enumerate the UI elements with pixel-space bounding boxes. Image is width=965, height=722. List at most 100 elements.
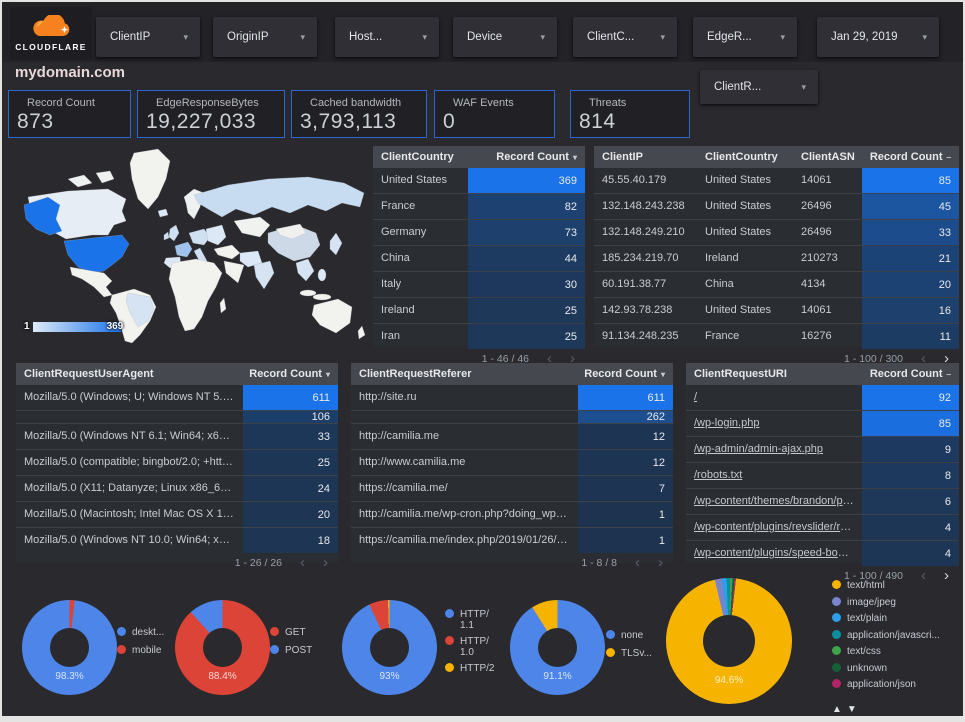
table-row: Mozilla/5.0 (Macintosh; Intel Mac OS X 1… — [16, 501, 338, 527]
column-header-dimension[interactable]: ClientIP — [594, 151, 697, 163]
filter-host[interactable]: Host... ▾ — [335, 17, 439, 57]
pagination-label: 1 - 46 / 46 — [481, 353, 529, 365]
uri-link[interactable]: /wp-content/plugins/revslider/rs-p... — [694, 521, 862, 533]
legend-label: HTTP/2 — [460, 663, 495, 674]
dimension-cell — [351, 411, 578, 423]
next-page-button[interactable]: › — [570, 350, 575, 367]
dimension-cell: 16276 — [801, 330, 832, 342]
record-count-value: 16 — [938, 304, 951, 317]
column-header-record-count[interactable]: Record Count ‒ — [862, 368, 959, 380]
legend-label: deskt... — [132, 627, 165, 638]
table-row: 45.55.40.179 United States 14061 85 — [594, 168, 959, 193]
table-row: /wp-content/plugins/revslider/rs-p... 4 — [686, 514, 959, 540]
chart-legend: none TLSv... — [606, 630, 652, 659]
dimension-cell: United States — [705, 174, 772, 186]
legend-label: application/javascri... — [847, 629, 940, 641]
record-count-cell: 25 — [243, 450, 338, 475]
filter-clientip[interactable]: ClientIP ▾ — [96, 17, 200, 57]
column-header-dimension[interactable]: ClientRequestURI — [686, 368, 862, 380]
donut-percentage-label: 91.1% — [543, 671, 572, 682]
dimension-cell: 132.148.243.238 — [602, 200, 685, 212]
filter-clientcountry[interactable]: ClientC... ▾ — [573, 17, 677, 57]
legend-color-dot — [270, 645, 279, 654]
heatmap-bar — [468, 298, 585, 323]
legend-color-dot — [832, 613, 841, 622]
table-row: https://camilia.me/index.php/2019/01/26/… — [351, 527, 673, 553]
column-header-record-count[interactable]: Record Count ▾ — [468, 151, 585, 163]
table-row: /wp-content/plugins/speed-booste... 4 — [686, 540, 959, 566]
filter-device[interactable]: Device ▾ — [453, 17, 557, 57]
column-header-label: ClientRequestReferer — [359, 368, 472, 380]
uri-link[interactable]: / — [694, 391, 698, 403]
scorecard-record-count: Record Count 873 — [8, 90, 131, 138]
record-count-value: 1 — [658, 534, 665, 547]
chart-legend: GET POST — [270, 627, 312, 656]
donut-percentage-label: 98.3% — [55, 671, 84, 682]
scorecard-waf-events: WAF Events 0 — [434, 90, 555, 138]
previous-page-button[interactable]: ‹ — [547, 350, 552, 367]
column-header-dimension[interactable]: ClientASN — [793, 151, 862, 163]
previous-page-button[interactable]: ‹ — [300, 554, 305, 571]
filter-originip[interactable]: OriginIP ▾ — [213, 17, 317, 57]
filter-edgeresponse[interactable]: EdgeR... ▾ — [693, 17, 797, 57]
heatmap-bar — [862, 437, 959, 462]
legend-scroll-down-button[interactable]: ▼ — [846, 703, 857, 715]
heatmap-bar — [862, 489, 959, 514]
table-row: Iran 25 — [373, 323, 585, 349]
uri-link[interactable]: /wp-login.php — [694, 417, 760, 429]
date-range-filter[interactable]: Jan 29, 2019 ▾ — [817, 17, 939, 57]
column-header-dimension[interactable]: ClientRequestUserAgent — [16, 368, 243, 380]
legend-color-dot — [832, 662, 841, 672]
geo-map-chart: 1 369 — [8, 145, 372, 347]
previous-page-button[interactable]: ‹ — [921, 567, 926, 584]
next-page-button[interactable]: › — [944, 350, 949, 367]
uri-link[interactable]: /wp-admin/admin-ajax.php — [694, 443, 824, 455]
record-count-value: 11 — [939, 330, 951, 343]
uri-link[interactable]: /robots.txt — [694, 469, 743, 481]
column-header-dimension[interactable]: ClientRequestReferer — [351, 368, 578, 380]
previous-page-button[interactable]: ‹ — [635, 554, 640, 571]
record-count-value: 24 — [317, 482, 330, 495]
record-count-value: 20 — [938, 278, 951, 291]
record-count-cell: 106 — [243, 411, 338, 423]
filter-bar: CLOUDFLARE ClientIP ▾ OriginIP ▾ Host...… — [2, 2, 963, 62]
donut-percentage-label: 88.4% — [208, 671, 237, 682]
column-header-dimension[interactable]: ClientCountry — [373, 151, 468, 163]
table-row: Germany 73 — [373, 219, 585, 245]
column-header-record-count[interactable]: Record Count ‒ — [862, 151, 959, 163]
column-header-label: Record Count — [249, 368, 322, 380]
filter-clientrequest[interactable]: ClientR... ▾ — [700, 70, 818, 104]
pagination-label: 1 - 100 / 490 — [844, 570, 903, 582]
column-header-record-count[interactable]: Record Count ▾ — [578, 368, 673, 380]
dimension-cell: Italy — [381, 278, 402, 290]
column-header-label: Record Count — [869, 368, 943, 380]
record-count-cell: 33 — [862, 220, 959, 245]
cloudflare-logo: CLOUDFLARE — [10, 7, 92, 60]
next-page-button[interactable]: › — [944, 567, 949, 584]
record-count-value: 44 — [564, 252, 577, 265]
chevron-down-icon: ▾ — [922, 31, 927, 42]
dimension-cell: 26496 — [801, 200, 832, 212]
column-header-record-count[interactable]: Record Count ▾ — [243, 368, 338, 380]
uri-link[interactable]: /wp-content/themes/brandon/plu... — [694, 495, 861, 507]
uri-link[interactable]: /wp-content/plugins/speed-booste... — [694, 547, 862, 559]
record-count-cell: 1 — [578, 528, 673, 553]
country-kazakhstan — [233, 216, 271, 238]
next-page-button[interactable]: › — [658, 554, 663, 571]
heatmap-bar — [862, 411, 959, 436]
legend-label: HTTP/1.1 — [460, 609, 489, 631]
donut-content-type: 94.6% — [666, 578, 792, 704]
sort-icon: ▾ — [660, 369, 665, 379]
legend-item: none — [606, 630, 652, 641]
table-row: Mozilla/5.0 (Windows NT 6.1; Win64; x64;… — [16, 423, 338, 449]
previous-page-button[interactable]: ‹ — [921, 350, 926, 367]
country-mongolia — [275, 223, 307, 240]
column-header-dimension[interactable]: ClientCountry — [697, 151, 793, 163]
cloudflare-cloud-icon — [33, 15, 70, 36]
next-page-button[interactable]: › — [323, 554, 328, 571]
legend-scroll-up-button[interactable]: ▲ — [832, 703, 842, 715]
heatmap-bar — [862, 541, 959, 566]
dimension-cell: 210273 — [801, 252, 838, 264]
country-philippines — [317, 268, 327, 282]
record-count-value: 92 — [938, 391, 951, 404]
